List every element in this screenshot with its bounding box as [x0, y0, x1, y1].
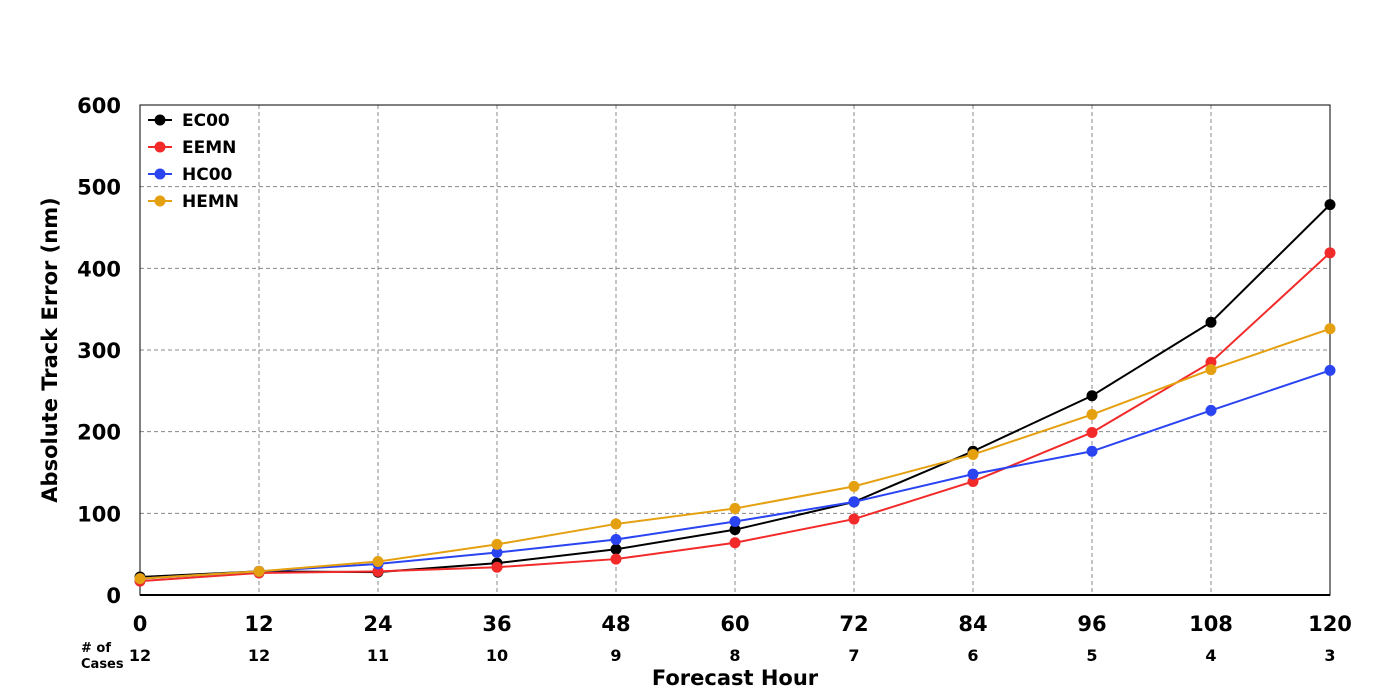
y-tick-label: 0	[106, 584, 121, 608]
data-point	[848, 480, 860, 492]
x-tick-label: 60	[720, 612, 749, 636]
tick-labels: 0 12 24 36 48 60 72 84 96 108 120 0 100 200 300 400 500 6…	[77, 94, 1352, 636]
data-point	[848, 513, 860, 525]
y-axis-title: Absolute Track Error (nm)	[38, 197, 62, 502]
legend-label: HEMN	[182, 192, 239, 212]
data-point	[1205, 316, 1217, 328]
data-point	[491, 547, 503, 559]
series-lines	[134, 199, 1336, 587]
series-hc00	[134, 364, 1336, 585]
y-tick-label: 200	[77, 421, 121, 445]
x-tick-label: 84	[958, 612, 987, 636]
data-point	[967, 468, 979, 480]
x-tick-label: 36	[482, 612, 511, 636]
legend-marker	[154, 168, 166, 180]
x-tick-label: 96	[1077, 612, 1106, 636]
case-count: 6	[967, 646, 978, 665]
case-count: 9	[610, 646, 621, 665]
data-point	[1324, 247, 1336, 259]
data-point	[1205, 364, 1217, 376]
x-tick-label: 0	[133, 612, 148, 636]
data-point	[967, 449, 979, 461]
data-point	[729, 524, 741, 536]
legend-label: EC00	[182, 111, 230, 131]
x-tick-label: 48	[601, 612, 630, 636]
data-point	[610, 543, 622, 555]
data-point	[134, 573, 146, 585]
data-point	[253, 565, 265, 577]
case-count: 8	[729, 646, 740, 665]
legend-marker	[154, 195, 166, 207]
data-point	[1205, 404, 1217, 416]
series-hemn	[134, 323, 1336, 585]
legend-entry: HC00	[148, 165, 233, 185]
data-point	[610, 518, 622, 530]
data-point	[1086, 445, 1098, 457]
y-tick-label: 100	[77, 502, 121, 526]
data-point	[1324, 199, 1336, 211]
legend-label: HC00	[182, 165, 233, 185]
data-point	[491, 561, 503, 573]
axes	[139, 104, 1331, 596]
case-count: 12	[248, 646, 270, 665]
x-tick-label: 72	[839, 612, 868, 636]
legend-label: EEMN	[182, 138, 236, 158]
case-count: 11	[367, 646, 389, 665]
data-point	[848, 496, 860, 508]
y-tick-label: 400	[77, 257, 121, 281]
legend-marker	[154, 114, 166, 126]
case-count: 7	[848, 646, 859, 665]
x-tick-label: 108	[1189, 612, 1233, 636]
case-counts: # of Cases 12 12 11 10 9 8 7 6 5 4 3	[81, 641, 1336, 672]
series-eemn	[134, 247, 1336, 587]
legend-entry: EEMN	[148, 138, 236, 158]
data-point	[491, 538, 503, 550]
data-point	[610, 553, 622, 565]
data-point	[1324, 364, 1336, 376]
legend-entry: EC00	[148, 111, 230, 131]
cases-title-line2: Cases	[81, 657, 124, 672]
case-count: 4	[1205, 646, 1216, 665]
data-point	[1086, 390, 1098, 402]
y-tick-label: 600	[77, 94, 121, 118]
case-count: 10	[486, 646, 508, 665]
case-count: 12	[129, 646, 151, 665]
data-point	[1324, 323, 1336, 335]
x-axis-title: Forecast Hour	[652, 666, 819, 690]
legend-entry: HEMN	[148, 192, 239, 212]
cases-title-line1: # of	[81, 641, 111, 656]
x-tick-label: 120	[1308, 612, 1352, 636]
case-count: 3	[1324, 646, 1335, 665]
case-count: 5	[1086, 646, 1097, 665]
legend: EC00 EEMN HC00 HEMN	[148, 111, 239, 212]
y-tick-label: 300	[77, 339, 121, 363]
data-point	[729, 537, 741, 549]
data-point	[1086, 426, 1098, 438]
y-tick-label: 500	[77, 176, 121, 200]
data-point	[372, 556, 384, 568]
legend-marker	[154, 141, 166, 153]
data-point	[1086, 409, 1098, 421]
x-tick-label: 12	[244, 612, 273, 636]
data-point	[729, 516, 741, 527]
x-tick-label: 24	[363, 612, 392, 636]
data-point	[729, 502, 741, 514]
data-point	[610, 533, 622, 545]
